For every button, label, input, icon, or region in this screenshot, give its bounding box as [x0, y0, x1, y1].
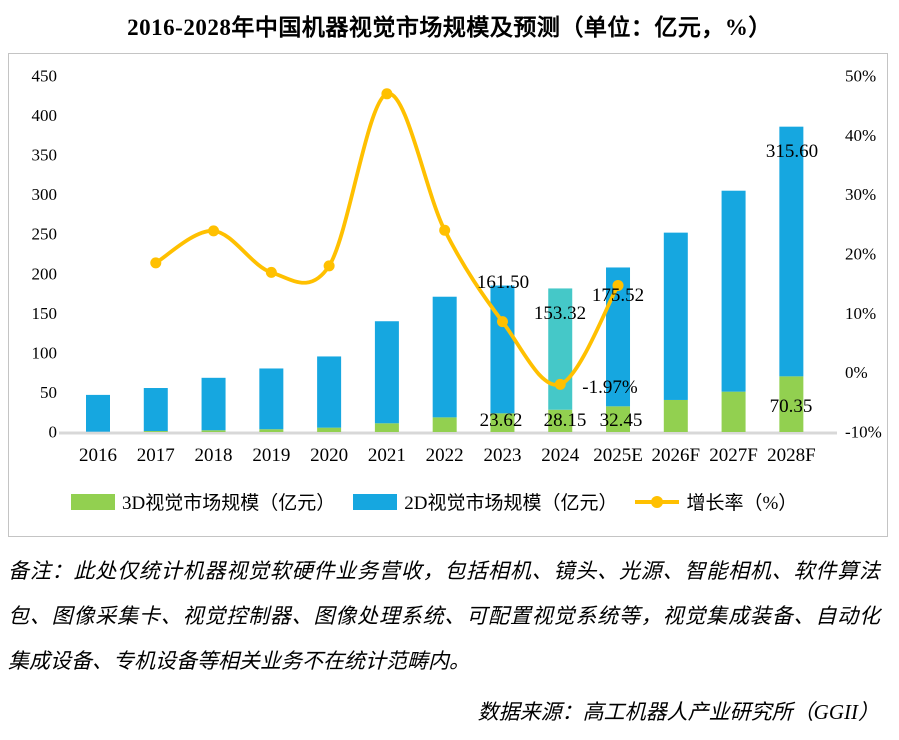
- y-axis-left-tick: 100: [32, 343, 58, 362]
- y-axis-left-tick: 200: [32, 264, 58, 283]
- x-axis-label-2025E: 2025E: [593, 445, 643, 466]
- x-axis-label-2018: 2018: [195, 445, 233, 466]
- bar-3d-2018: [201, 430, 226, 432]
- legend-item-growth: 增长率（%）: [635, 488, 797, 515]
- footnote: 备注：此处仅统计机器视觉软硬件业务营收，包括相机、镜头、光源、智能相机、软件算法…: [8, 549, 880, 684]
- x-axis-label-2020: 2020: [310, 445, 348, 466]
- footnote-line: 备注：此处仅统计机器视觉软硬件业务营收，包括相机、镜头、光源、智能相机、软件算法: [8, 559, 880, 583]
- y-axis-left-tick: 150: [32, 304, 58, 323]
- legend-item-3d: 3D视觉市场规模（亿元）: [71, 488, 335, 515]
- growth-marker: [323, 260, 335, 272]
- y-axis-right-tick: -10%: [845, 423, 882, 442]
- data-label: 23.62: [480, 410, 523, 431]
- bar-2d-2027F: [721, 190, 746, 392]
- y-axis-left-tick: 400: [32, 106, 58, 125]
- footnote-line: 集成设备、专机设备等相关业务不在统计范畴内。: [8, 649, 470, 673]
- data-label: 175.52: [592, 285, 644, 306]
- legend-label-2d: 2D视觉市场规模（亿元）: [404, 493, 618, 514]
- bar-2d-2019: [259, 368, 284, 430]
- legend-label-3d: 3D视觉市场规模（亿元）: [122, 493, 336, 514]
- growth-marker: [439, 224, 451, 236]
- bar-2d-2028F: [779, 126, 804, 377]
- x-axis-label-2026F: 2026F: [652, 445, 701, 466]
- x-axis-label-2022: 2022: [426, 445, 464, 466]
- y-axis-right-tick: 30%: [845, 185, 876, 204]
- chart-title: 2016-2028年中国机器视觉市场规模及预测（单位：亿元，%）: [127, 15, 772, 40]
- chart-legend: 3D视觉市场规模（亿元） 2D视觉市场规模（亿元） 增长率（%）: [71, 488, 797, 515]
- x-axis-label-2023: 2023: [483, 445, 521, 466]
- x-axis-label-2017: 2017: [137, 445, 175, 466]
- growth-marker: [265, 266, 277, 278]
- growth-marker: [208, 225, 220, 237]
- legend-line-marker-icon: [635, 494, 680, 510]
- data-source: 数据来源：高工机器人产业研究所（GGII）: [477, 700, 879, 724]
- y-axis-right-tick: 20%: [845, 245, 876, 264]
- y-axis-right-tick: 10%: [845, 304, 876, 323]
- y-axis-left-tick: 0: [49, 423, 58, 442]
- growth-marker: [381, 88, 393, 100]
- growth-marker: [554, 378, 566, 390]
- bar-3d-2024: [548, 409, 573, 432]
- growth-marker: [150, 257, 162, 269]
- bar-3d-2023: [490, 413, 515, 432]
- bar-3d-2020: [317, 427, 342, 432]
- x-axis-label-2028F: 2028F: [767, 445, 816, 466]
- chart-frame: 450 400 350 300 250 200 150 100 50 0 50% 40% 30% 20% 1…: [8, 53, 888, 537]
- y-axis-right-tick: 0%: [845, 363, 868, 382]
- bar-2d-2023: [490, 285, 515, 414]
- legend-swatch-2d: [353, 493, 398, 510]
- bar-3d-2021: [374, 423, 399, 432]
- x-axis-label-2027F: 2027F: [709, 445, 758, 466]
- y-axis-left-tick: 450: [32, 67, 58, 86]
- data-label: 153.32: [534, 303, 586, 324]
- growth-marker: [612, 279, 624, 291]
- bar-2d-2018: [201, 377, 226, 431]
- data-label: 70.35: [770, 396, 813, 417]
- bar-3d-2026F: [663, 399, 688, 432]
- bar-3d-2027F: [721, 391, 746, 432]
- bar-3d-2022: [432, 417, 457, 432]
- growth-marker: [496, 316, 508, 328]
- y-axis-left-tick: 300: [32, 185, 58, 204]
- data-label: -1.97%: [582, 377, 638, 398]
- bar-3d-2028F: [779, 376, 804, 432]
- bar-3d-2019: [259, 429, 284, 432]
- x-axis-label-2021: 2021: [368, 445, 406, 466]
- y-axis-left-tick: 50: [40, 383, 57, 402]
- footnote-line: 包、图像采集卡、视觉控制器、图像处理系统、可配置视觉系统等，视觉集成装备、自动化: [8, 604, 880, 628]
- bar-2d-2016: [86, 394, 110, 432]
- bar-3d-2017: [143, 431, 168, 432]
- data-label: 315.60: [766, 141, 818, 162]
- legend-swatch-3d: [71, 493, 115, 510]
- data-label: 32.45: [600, 410, 643, 431]
- legend-item-2d: 2D视觉市场规模（亿元）: [353, 488, 617, 515]
- y-axis-right-tick: 40%: [845, 126, 876, 145]
- y-axis-left-tick: 350: [32, 146, 58, 165]
- legend-label-growth: 增长率（%）: [686, 493, 798, 514]
- x-axis-label-2019: 2019: [252, 445, 290, 466]
- bar-2d-2026F: [663, 232, 688, 400]
- y-axis-right-tick: 50%: [845, 67, 876, 86]
- bar-2d-2017: [143, 388, 168, 432]
- x-axis-label-2024: 2024: [541, 445, 580, 466]
- bar-2d-2020: [317, 356, 342, 428]
- data-label: 28.15: [544, 410, 587, 431]
- bar-3d-2025E: [606, 406, 631, 432]
- bar-2d-2022: [432, 296, 457, 418]
- y-axis-left-tick: 250: [32, 225, 58, 244]
- market-chart: 450 400 350 300 250 200 150 100 50 0 50% 40% 30% 20% 1…: [32, 67, 882, 467]
- bar-2d-2021: [374, 321, 399, 424]
- legend-line-dot: [651, 495, 664, 508]
- x-axis-label-2016: 2016: [79, 445, 117, 466]
- data-label: 161.50: [477, 272, 529, 293]
